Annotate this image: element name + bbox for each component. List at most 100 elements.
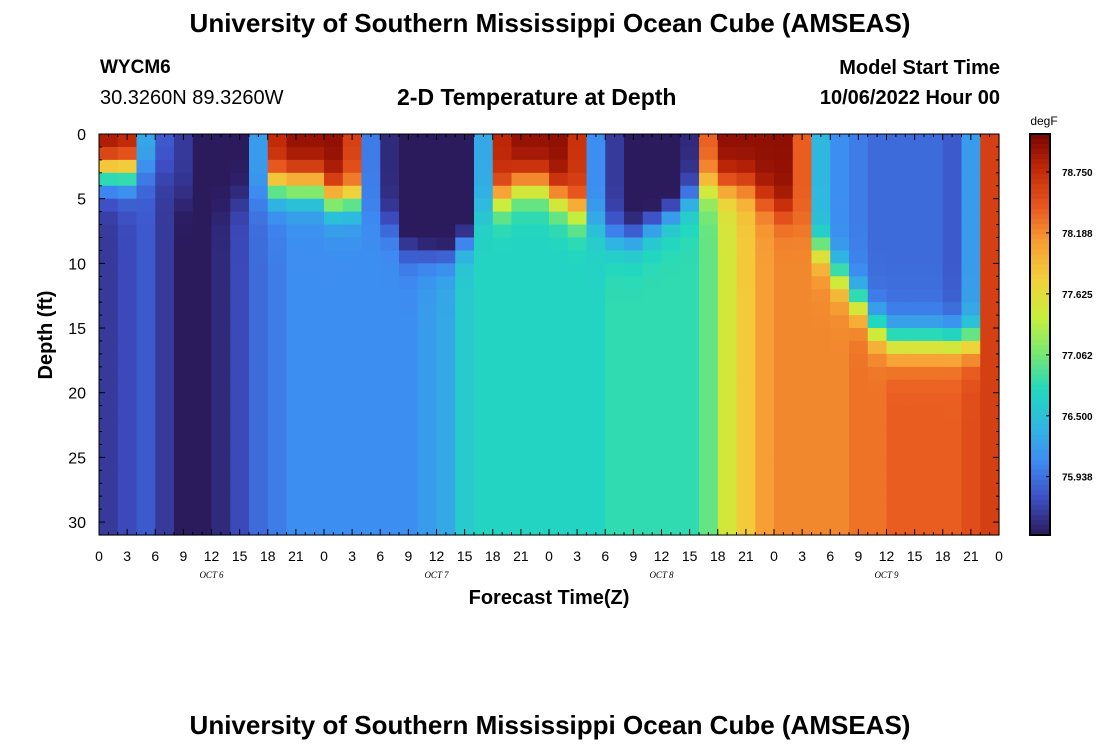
heatmap-cell: [774, 457, 794, 471]
heatmap-cell: [136, 509, 156, 523]
heatmap-cell: [924, 509, 944, 523]
heatmap-cell: [305, 509, 325, 523]
heatmap-cell: [961, 250, 981, 264]
heatmap-cell: [642, 418, 663, 433]
heatmap-cell: [680, 276, 700, 290]
heatmap-cell: [136, 289, 156, 303]
heatmap-cell: [492, 198, 513, 213]
heatmap-cell: [192, 483, 213, 497]
heatmap-cell: [774, 522, 794, 536]
heatmap-cell: [680, 172, 700, 187]
heatmap-cell: [380, 483, 400, 497]
heatmap-cell: [492, 315, 513, 329]
heatmap-cell: [99, 509, 119, 523]
heatmap-cell: [755, 250, 775, 264]
heatmap-cell: [117, 263, 138, 277]
heatmap-cell: [249, 379, 269, 394]
heatmap-cell: [624, 198, 644, 213]
heatmap-cell: [792, 483, 813, 497]
heatmap-cell: [399, 405, 419, 420]
heatmap-cell: [286, 457, 306, 471]
heatmap-cell: [230, 509, 250, 523]
colorbar-segment: [1030, 314, 1050, 321]
heatmap-cell: [699, 379, 719, 394]
heatmap-cell: [511, 340, 531, 355]
heatmap-cell: [492, 483, 513, 497]
x-tick-label: 15: [907, 548, 923, 564]
heatmap-cell: [361, 444, 381, 458]
heatmap-cell: [961, 392, 981, 407]
heatmap-cell: [324, 159, 344, 174]
heatmap-cell: [961, 340, 981, 355]
heatmap-cell: [774, 366, 794, 381]
heatmap-cell: [286, 496, 306, 510]
heatmap-cell: [755, 496, 775, 510]
heatmap-cell: [511, 522, 531, 536]
heatmap-cell: [249, 250, 269, 264]
heatmap-cell: [380, 211, 400, 226]
heatmap-cell: [624, 263, 644, 277]
heatmap-cell: [774, 328, 794, 342]
heatmap-cell: [867, 134, 888, 148]
heatmap-cell: [530, 172, 550, 187]
heatmap-cell: [249, 276, 269, 290]
heatmap-cell: [605, 470, 625, 484]
heatmap-cell: [774, 146, 794, 161]
heatmap-cell: [680, 509, 700, 523]
heatmap-cell: [830, 353, 850, 368]
colorbar-segment: [1030, 199, 1050, 205]
heatmap-cell: [961, 328, 981, 342]
heatmap-cell: [586, 198, 606, 213]
heatmap-cell: [980, 418, 1000, 433]
heatmap-cell: [605, 496, 625, 510]
heatmap-cell: [736, 483, 756, 497]
heatmap-cell: [699, 134, 719, 148]
heatmap-cell: [905, 328, 925, 342]
heatmap-cell: [867, 392, 888, 407]
heatmap-cell: [342, 146, 363, 161]
heatmap-cell: [136, 211, 156, 226]
heatmap-cell: [567, 379, 588, 394]
heatmap-cell: [642, 353, 663, 368]
heatmap-cell: [136, 315, 156, 329]
heatmap-cell: [717, 159, 738, 174]
heatmap-cell: [755, 457, 775, 471]
heatmap-cell: [492, 263, 513, 277]
heatmap-cell: [492, 289, 513, 303]
heatmap-cell: [867, 340, 888, 355]
y-tick-label: 20: [68, 386, 86, 403]
heatmap-cell: [417, 522, 438, 536]
heatmap-cell: [699, 457, 719, 471]
heatmap-cell: [586, 353, 606, 368]
heatmap-cell: [811, 315, 831, 329]
heatmap-cell: [436, 302, 456, 316]
heatmap-cell: [830, 159, 850, 174]
heatmap-cell: [380, 457, 400, 471]
x-tick-label: 3: [798, 548, 806, 564]
heatmap-cell: [455, 302, 475, 316]
x-tick-label: 9: [629, 548, 637, 564]
heatmap-cell: [249, 198, 269, 213]
heatmap-cell: [417, 405, 438, 420]
heatmap-cell: [886, 250, 906, 264]
heatmap-cell: [680, 250, 700, 264]
heatmap-cell: [549, 237, 569, 252]
heatmap-cell: [492, 418, 513, 433]
heatmap-cell: [755, 328, 775, 342]
heatmap-cell: [305, 496, 325, 510]
heatmap-cell: [399, 379, 419, 394]
heatmap-cell: [792, 431, 813, 446]
heatmap-cell: [792, 366, 813, 381]
colorbar-segment: [1030, 504, 1050, 511]
heatmap-cell: [305, 353, 325, 368]
colorbar-segment: [1030, 179, 1050, 185]
heatmap-cell: [324, 366, 344, 381]
heatmap-cell: [924, 418, 944, 433]
heatmap-cell: [942, 328, 963, 342]
heatmap-cell: [905, 263, 925, 277]
heatmap-cell: [474, 276, 494, 290]
heatmap-cell: [830, 431, 850, 446]
heatmap-cell: [642, 431, 663, 446]
heatmap-cell: [305, 315, 325, 329]
heatmap-cell: [305, 289, 325, 303]
